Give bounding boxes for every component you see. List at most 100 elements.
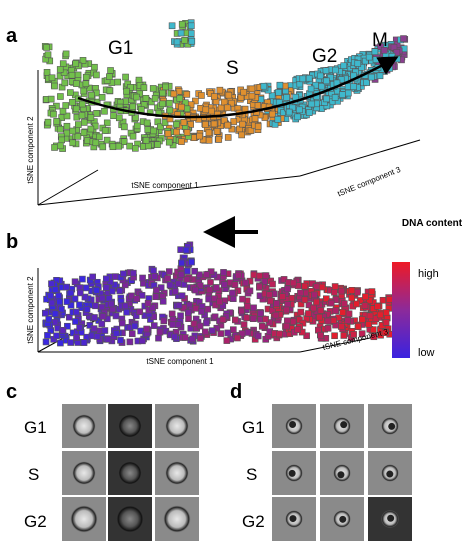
- scatter-point: [238, 131, 245, 139]
- scatter-point: [297, 289, 304, 297]
- scatter-point: [369, 326, 377, 333]
- scatter-point: [366, 297, 373, 304]
- scatter-point: [101, 127, 109, 134]
- phase-label: S: [226, 58, 239, 79]
- scatter-point: [192, 286, 199, 294]
- scatter-point: [159, 100, 166, 108]
- scatter-point: [63, 129, 71, 137]
- scatter-point: [250, 271, 258, 279]
- scatter-point: [92, 302, 99, 310]
- scatter-point: [48, 280, 55, 288]
- scatter-point: [69, 139, 77, 147]
- scatter-point: [288, 294, 295, 302]
- axes-a: [37, 70, 421, 206]
- scatter-point: [166, 281, 174, 289]
- scatter-point: [251, 115, 259, 122]
- scatter-point: [144, 299, 152, 307]
- scatter-point: [67, 89, 74, 96]
- scatter-point: [274, 116, 282, 123]
- scatter-point: [210, 295, 218, 302]
- scatter-point: [69, 98, 76, 106]
- scatter-point: [175, 302, 183, 309]
- scatter-point: [205, 137, 213, 144]
- scatter-point: [140, 84, 148, 92]
- scatter-point: [337, 76, 345, 83]
- scatter-point: [219, 316, 227, 323]
- scatter-point: [220, 98, 228, 106]
- scatter-point: [143, 325, 150, 333]
- scatter-point: [150, 267, 157, 274]
- scatter-point: [128, 330, 136, 337]
- scatter-point: [105, 294, 113, 302]
- scatter-point: [63, 112, 71, 120]
- scatter-point: [93, 110, 100, 117]
- scatter-point: [78, 112, 86, 119]
- scatter-point: [354, 323, 362, 331]
- axis-label: tSNE component 3: [322, 327, 390, 352]
- scatter-point: [144, 126, 152, 133]
- scatter-point: [91, 63, 98, 71]
- scatter-point: [98, 94, 106, 101]
- scatter-point: [173, 38, 181, 46]
- scatter-point: [58, 136, 65, 144]
- scatter-point: [143, 119, 151, 127]
- scatter-point: [51, 310, 59, 318]
- scatter-point: [276, 330, 283, 338]
- scatter-point: [104, 335, 112, 343]
- scatter-point: [126, 142, 133, 150]
- scatter-point: [165, 138, 173, 146]
- axis-label: tSNE component 1: [146, 357, 214, 366]
- scatter-point: [178, 20, 186, 28]
- scatter-point: [82, 80, 90, 87]
- scatter-point: [50, 110, 57, 118]
- scatter-point: [230, 118, 238, 125]
- scatter-point: [80, 87, 87, 95]
- scatter-point: [323, 77, 330, 85]
- scatter-point: [57, 93, 64, 100]
- scatter-point: [56, 298, 63, 306]
- scatter-point: [365, 53, 373, 61]
- scatter-point: [178, 103, 185, 111]
- scatter-point: [266, 319, 273, 326]
- scatter-point: [156, 328, 164, 336]
- scatter-point: [368, 73, 375, 81]
- scatter-point: [106, 73, 113, 80]
- scatter-point: [203, 271, 210, 278]
- nucleus: [340, 421, 348, 429]
- scatter-point: [327, 299, 335, 307]
- scatter-point: [98, 303, 106, 311]
- scatter-point: [99, 313, 107, 320]
- scatter-point: [44, 118, 52, 126]
- scatter-point: [235, 271, 242, 279]
- scatter-point: [164, 275, 171, 282]
- scatter-point: [285, 108, 293, 116]
- scatter-point: [244, 303, 251, 310]
- scatter-point: [257, 309, 264, 317]
- nucleus: [387, 514, 395, 522]
- scatter-point: [103, 119, 111, 127]
- scatter-point: [294, 326, 301, 333]
- scatter-point: [177, 246, 184, 253]
- scatter-point: [145, 142, 152, 150]
- scatter-point: [283, 322, 291, 330]
- cell-images: [62, 404, 412, 541]
- scatter-point: [345, 310, 353, 318]
- phase-label: G1: [108, 38, 133, 59]
- scatter-point: [372, 56, 380, 63]
- scatter-point: [393, 55, 401, 63]
- scatter-point: [228, 125, 236, 133]
- scatter-point: [87, 125, 95, 133]
- scatter-point: [62, 50, 70, 58]
- scatter-point: [183, 129, 191, 136]
- scatter-point: [289, 318, 297, 325]
- scatter-point: [240, 88, 248, 96]
- cell: [118, 461, 142, 485]
- cell: [165, 461, 189, 485]
- scatter-point: [301, 296, 309, 304]
- scatter-point: [228, 99, 235, 107]
- scatter-point: [168, 310, 176, 318]
- scatter-point: [317, 331, 324, 339]
- scatter-point: [307, 85, 315, 93]
- scatter-point: [318, 82, 326, 90]
- scatter-point: [382, 319, 390, 326]
